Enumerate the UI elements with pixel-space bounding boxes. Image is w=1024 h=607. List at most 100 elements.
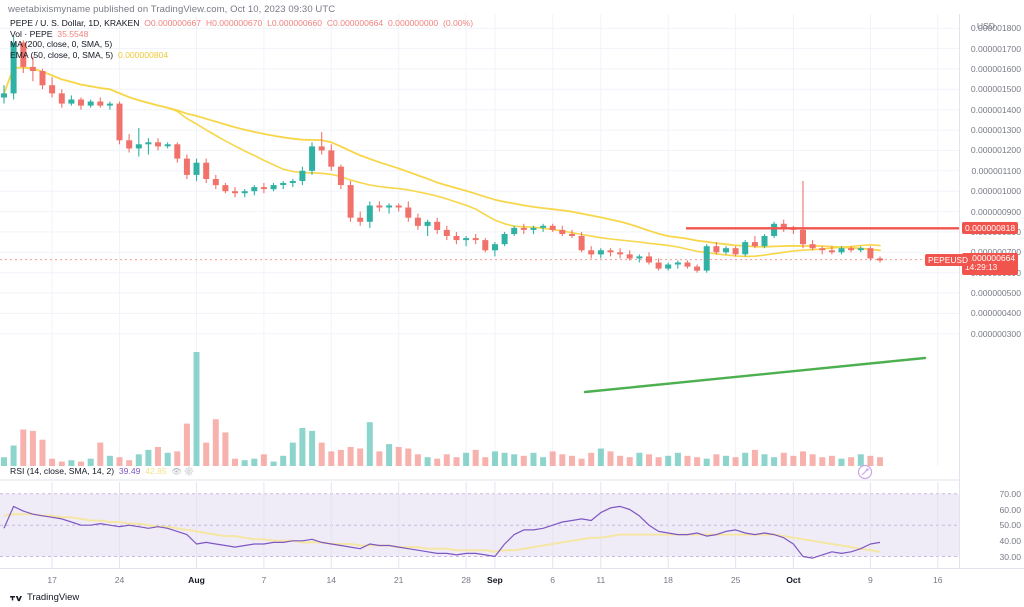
volume-bar bbox=[126, 460, 133, 466]
candle-body bbox=[116, 103, 123, 141]
volume-bar bbox=[520, 455, 527, 466]
gear-icon[interactable]: ⚙ bbox=[183, 467, 194, 476]
volume-bar bbox=[183, 423, 190, 466]
price-tick-label: 0.000000500 bbox=[970, 288, 1021, 299]
volume-bar bbox=[800, 451, 806, 466]
candle-body bbox=[299, 170, 306, 181]
volume-bar bbox=[713, 454, 720, 466]
price-tick-label: 0.000001600 bbox=[970, 63, 1021, 74]
legend-ma-title: MA (200, close, 0, SMA, 5) bbox=[10, 39, 113, 50]
legend-volume-row[interactable]: Vol · PEPE 35.5548 bbox=[10, 29, 473, 40]
chart-legend: PEPE / U. S. Dollar, 1D, KRAKEN O0.00000… bbox=[10, 18, 473, 60]
candle-body bbox=[607, 250, 614, 253]
volume-bar bbox=[771, 457, 778, 466]
price-axis-unit: USD bbox=[976, 21, 995, 31]
rsi-ma-line bbox=[3, 513, 881, 553]
rsi-tick-label: 40.00 bbox=[999, 535, 1021, 546]
volume-bar bbox=[135, 454, 142, 466]
candle-body bbox=[164, 144, 171, 147]
volume-bar bbox=[106, 455, 113, 466]
candle-body bbox=[424, 221, 431, 226]
candle-body bbox=[761, 236, 768, 247]
candle-body bbox=[617, 252, 624, 255]
volume-bar bbox=[569, 455, 575, 466]
rsi-line bbox=[3, 505, 881, 559]
candle-body bbox=[174, 144, 181, 159]
symbol-price-tag[interactable]: PEPEUSD bbox=[925, 253, 972, 266]
volume-bar bbox=[78, 461, 84, 466]
candle-body bbox=[646, 256, 652, 263]
time-tick-label: 7 bbox=[261, 575, 267, 585]
rsi-tick-label: 70.00 bbox=[999, 488, 1021, 499]
volume-bar bbox=[482, 457, 489, 466]
time-tick-label: Aug bbox=[188, 575, 205, 585]
candle-body bbox=[39, 71, 46, 86]
price-tick-label: 0.000001100 bbox=[971, 165, 1021, 176]
legend-change-pct: (0.00%) bbox=[442, 18, 474, 28]
price-tick-label: 0.000000700 bbox=[971, 247, 1021, 257]
volume-bar bbox=[877, 457, 883, 466]
legend-low-value: 0.000000660 bbox=[271, 18, 323, 28]
volume-bar bbox=[116, 457, 123, 466]
volume-bar bbox=[617, 455, 624, 466]
resistance-price-tag[interactable]: 0.000000818 bbox=[962, 222, 1019, 235]
volume-bar bbox=[29, 430, 36, 466]
volume-bar bbox=[723, 455, 729, 466]
volume-bar bbox=[395, 447, 402, 466]
volume-bar bbox=[472, 449, 479, 466]
volume-bar bbox=[212, 419, 219, 466]
volume-bar bbox=[607, 451, 614, 466]
price-axis[interactable]: USD 0.000001800 0.000001700 0.000001600 0.0… bbox=[959, 14, 1024, 586]
legend-ema-row[interactable]: EMA (50, close, 0, SMA, 5) 0.000000804 bbox=[10, 50, 473, 61]
time-tick-label: 24 bbox=[114, 575, 125, 585]
candle-body bbox=[386, 205, 393, 208]
candle-body bbox=[405, 207, 412, 218]
candle-body bbox=[58, 93, 65, 104]
drawing-anchor-icon[interactable] bbox=[857, 464, 873, 480]
candle-body bbox=[241, 191, 248, 194]
candle-body bbox=[655, 262, 662, 269]
time-tick-label: 14 bbox=[326, 575, 337, 585]
volume-bar bbox=[39, 439, 46, 466]
candle-body bbox=[87, 101, 94, 106]
price-tick-label: 0.000001300 bbox=[970, 125, 1021, 136]
candle-body bbox=[309, 146, 316, 171]
candle-body bbox=[867, 248, 874, 259]
volume-bar bbox=[203, 442, 210, 466]
volume-bar bbox=[347, 447, 354, 466]
candle-body bbox=[78, 99, 84, 106]
chart-canvas[interactable] bbox=[0, 14, 959, 586]
legend-symbol-row[interactable]: PEPE / U. S. Dollar, 1D, KRAKEN O0.00000… bbox=[10, 18, 473, 29]
candle-body bbox=[674, 262, 681, 265]
candle-body bbox=[472, 238, 479, 241]
candle-body bbox=[819, 248, 826, 251]
support-trendline[interactable] bbox=[583, 356, 927, 394]
candle-body bbox=[857, 248, 864, 251]
candle-body bbox=[68, 99, 75, 104]
volume-bar bbox=[809, 454, 816, 466]
legend-close-label: C bbox=[326, 18, 334, 28]
candle-body bbox=[97, 101, 104, 106]
volume-bar bbox=[58, 461, 65, 466]
time-axis[interactable] bbox=[0, 568, 1024, 589]
price-tick-label: 0.000000400 bbox=[970, 308, 1021, 319]
rsi-legend[interactable]: RSI (14, close, SMA, 14, 2) 39.49 42.85 … bbox=[10, 466, 194, 476]
time-tick-label: 6 bbox=[550, 575, 556, 585]
volume-bar bbox=[492, 451, 498, 466]
candle-body bbox=[636, 256, 643, 259]
candle-body bbox=[145, 142, 152, 145]
candle-body bbox=[328, 150, 335, 167]
candle-body bbox=[482, 240, 489, 251]
candle-body bbox=[492, 244, 498, 251]
candle-body bbox=[520, 227, 527, 230]
tradingview-branding: TradingView bbox=[10, 592, 79, 603]
legend-ma-row[interactable]: MA (200, close, 0, SMA, 5) bbox=[10, 39, 473, 50]
volume-bar bbox=[761, 454, 768, 466]
volume-bar bbox=[299, 428, 306, 466]
volume-bar bbox=[578, 458, 585, 466]
current-price-tag[interactable]: 0.000000664 14:29:13 bbox=[962, 252, 1019, 275]
candle-body bbox=[222, 185, 229, 192]
volume-bar bbox=[751, 449, 758, 466]
chart-plot-area[interactable] bbox=[0, 14, 959, 586]
